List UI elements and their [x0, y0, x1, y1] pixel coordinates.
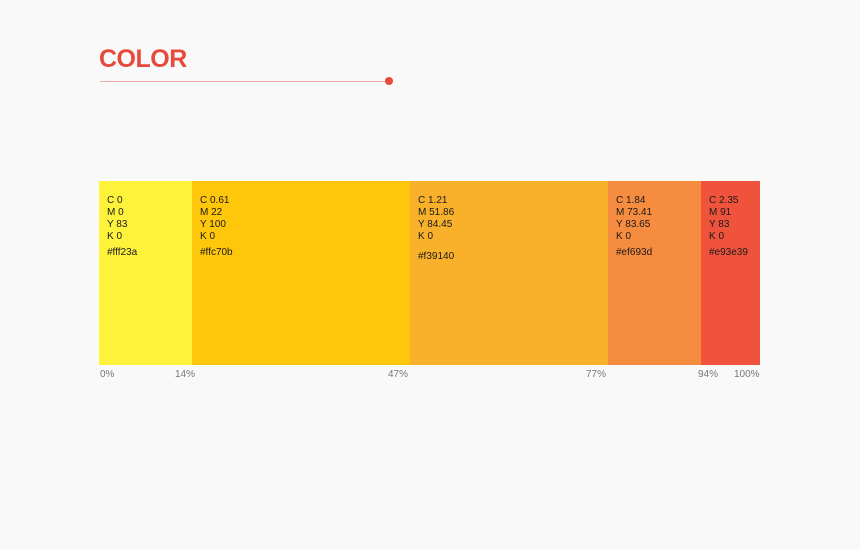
swatch-hex-code: #f39140: [418, 251, 455, 262]
swatch-cmyk-m: M 73.41: [616, 207, 653, 218]
swatch-cmyk-y: Y 83.65: [616, 219, 651, 230]
swatch-hex-code: #ef693d: [616, 247, 653, 258]
title-underline: [100, 81, 389, 82]
swatch-cmyk-c: C 0.61: [200, 195, 230, 206]
gradient-stop-label: 94%: [698, 369, 719, 380]
swatch-cmyk-m: M 0: [107, 207, 124, 218]
swatch-cmyk-y: Y 83: [107, 219, 128, 230]
gradient-stop-label: 0%: [100, 369, 115, 380]
swatch-cmyk-k: K 0: [418, 231, 434, 242]
gradient-stop-labels: 0% 14% 47% 77% 94% 100%: [0, 369, 860, 383]
swatch-cmyk-m: M 22: [200, 207, 223, 218]
title-underline-dot: [385, 77, 393, 85]
swatch-hex-code: #ffc70b: [200, 247, 233, 258]
gradient-stop-label: 77%: [586, 369, 607, 380]
swatch-cmyk-y: Y 84.45: [418, 219, 453, 230]
gradient-stop-label: 14%: [175, 369, 196, 380]
swatch-cmyk-c: C 1.21: [418, 195, 448, 206]
swatch-cmyk-y: Y 100: [200, 219, 226, 230]
swatch-cmyk-k: K 0: [200, 231, 216, 242]
swatch-cmyk-m: M 51.86: [418, 207, 455, 218]
swatch-hex-code: #e93e39: [709, 247, 748, 258]
swatch-cmyk-k: K 0: [709, 231, 725, 242]
swatch-hex-code: #fff23a: [107, 247, 138, 258]
color-swatch: C 0.61 M 22 Y 100 K 0 #ffc70b: [192, 181, 410, 365]
swatch-cmyk-c: C 1.84: [616, 195, 646, 206]
gradient-stop-label: 100%: [734, 369, 760, 380]
color-swatch: C 2.35 M 91 Y 83 K 0 #e93e39: [701, 181, 760, 365]
gradient-stop-label: 47%: [388, 369, 409, 380]
page-title: COLOR: [99, 45, 187, 73]
swatch-cmyk-c: C 2.35: [709, 195, 739, 206]
swatch-cmyk-m: M 91: [709, 207, 732, 218]
color-swatch: C 1.84 M 73.41 Y 83.65 K 0 #ef693d: [608, 181, 701, 365]
swatch-cmyk-k: K 0: [107, 231, 123, 242]
swatch-cmyk-c: C 0: [107, 195, 123, 206]
color-swatch: C 1.21 M 51.86 Y 84.45 K 0 #f39140: [410, 181, 608, 365]
swatch-cmyk-k: K 0: [616, 231, 632, 242]
swatch-cmyk-y: Y 83: [709, 219, 730, 230]
